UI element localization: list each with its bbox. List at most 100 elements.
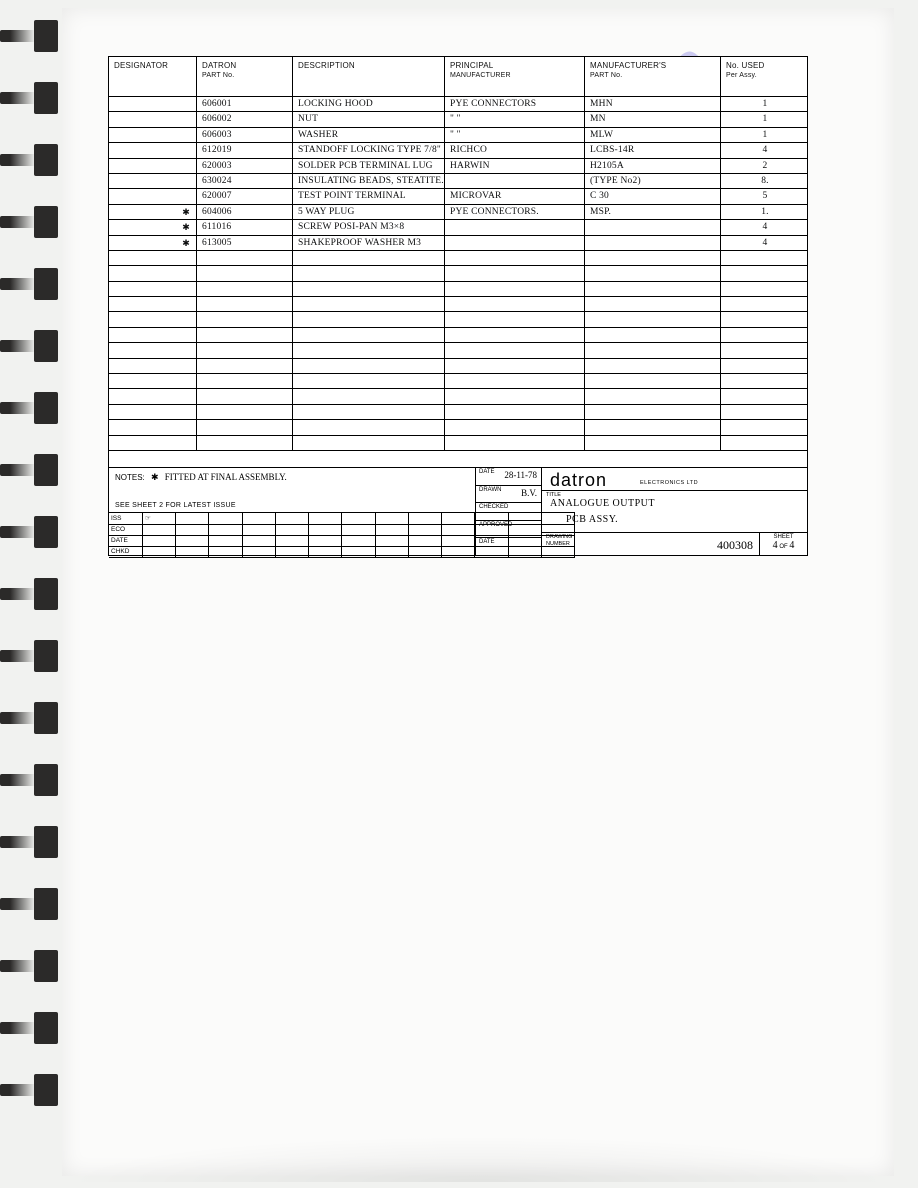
cell-part-no (197, 297, 293, 311)
cell-description: SOLDER PCB TERMINAL LUG (293, 159, 445, 173)
cell-part-no (197, 251, 293, 265)
cell-designator (109, 128, 197, 142)
cell-manufacturer: PYE CONNECTORS. (445, 205, 585, 219)
cell-mfr-part-no: C 30 (585, 189, 721, 203)
cell-description (293, 405, 445, 419)
cell-mfr-part-no: MHN (585, 97, 721, 111)
signature-column: DATE 28-11-78 DRAWN B.V. CHECKED APPROVE… (476, 468, 542, 556)
cell-mfr-part-no (585, 297, 721, 311)
sig-date-val: 28-11-78 (504, 470, 537, 480)
cell-designator (109, 282, 197, 296)
cell-qty: 1 (721, 97, 809, 111)
cell-manufacturer (445, 374, 585, 388)
cell-manufacturer: " " (445, 128, 585, 142)
cell-part-no: 611016 (197, 220, 293, 234)
cell-designator (109, 297, 197, 311)
cell-description (293, 389, 445, 403)
sig-date: DATE 28-11-78 (476, 468, 541, 486)
table-row (109, 312, 807, 327)
binding-tooth (34, 268, 58, 300)
cell-qty: 8. (721, 174, 809, 188)
cell-designator (109, 328, 197, 342)
table-row: ✱6040065 WAY PLUGPYE CONNECTORS.MSP.1. (109, 205, 807, 220)
cell-designator (109, 312, 197, 326)
cell-part-no: 620007 (197, 189, 293, 203)
cell-part-no (197, 282, 293, 296)
binding-tooth (34, 578, 58, 610)
cell-description (293, 420, 445, 434)
issue-cell (309, 546, 342, 558)
cell-mfr-part-no (585, 405, 721, 419)
issue-cell: CHKD (109, 546, 143, 558)
table-row: 606002NUT" "MN1 (109, 112, 807, 127)
table-header: DESIGNATORDATRONPART No.DESCRIPTIONPRINC… (109, 57, 807, 97)
cell-manufacturer (445, 328, 585, 342)
title-block-area: NOTES: ✱ FITTED AT FINAL ASSEMBLY. SEE S… (109, 467, 807, 555)
cell-mfr-part-no: MLW (585, 128, 721, 142)
cell-part-no: 630024 (197, 174, 293, 188)
cell-manufacturer (445, 174, 585, 188)
cell-designator (109, 359, 197, 373)
page-grime (62, 1136, 894, 1182)
cell-designator (109, 389, 197, 403)
cell-mfr-part-no (585, 312, 721, 326)
table-row: 620007TEST POINT TERMINALMICROVARC 305 (109, 189, 807, 204)
cell-mfr-part-no: MSP. (585, 205, 721, 219)
sheet-total: 4 (789, 540, 794, 551)
number-label: NUMBER (546, 541, 570, 547)
cell-description: INSULATING BEADS, STEATITE. (293, 174, 445, 188)
binding-tooth (34, 82, 58, 114)
column-header: DATRONPART No. (197, 57, 293, 96)
cell-qty: 4 (721, 143, 809, 157)
sheet-n: 4 (773, 540, 778, 551)
cell-qty (721, 405, 809, 419)
issue-cell (209, 546, 242, 558)
of-label: OF (779, 544, 787, 550)
brand: datron (550, 470, 607, 491)
cell-manufacturer (445, 297, 585, 311)
cell-qty (721, 312, 809, 326)
cell-manufacturer (445, 420, 585, 434)
parts-list-frame: DESIGNATORDATRONPART No.DESCRIPTIONPRINC… (108, 56, 808, 556)
cell-designator: ✱ (109, 220, 197, 234)
binding-tooth (34, 702, 58, 734)
cell-part-no (197, 343, 293, 357)
sig-checked: CHECKED (476, 503, 541, 521)
cell-part-no (197, 389, 293, 403)
cell-mfr-part-no (585, 389, 721, 403)
cell-mfr-part-no: LCBS-14R (585, 143, 721, 157)
cell-manufacturer (445, 220, 585, 234)
table-row (109, 359, 807, 374)
cell-description (293, 282, 445, 296)
cell-part-no (197, 312, 293, 326)
cell-designator (109, 97, 197, 111)
cell-mfr-part-no (585, 251, 721, 265)
issue-cell (143, 546, 176, 558)
cell-mfr-part-no (585, 282, 721, 296)
cell-qty (721, 266, 809, 280)
brand-sub: ELECTRONICS LTD (640, 480, 698, 486)
cell-part-no (197, 405, 293, 419)
binding-tooth (34, 764, 58, 796)
table-row (109, 266, 807, 281)
cell-description: WASHER (293, 128, 445, 142)
binding-tooth (34, 950, 58, 982)
cell-manufacturer (445, 266, 585, 280)
cell-mfr-part-no (585, 236, 721, 250)
table-row: ✱611016SCREW POSI-PAN M3×84 (109, 220, 807, 235)
sig-drawn-label: DRAWN (479, 487, 501, 493)
cell-qty (721, 251, 809, 265)
cell-designator (109, 420, 197, 434)
table-row (109, 343, 807, 358)
cell-manufacturer (445, 312, 585, 326)
cell-manufacturer (445, 236, 585, 250)
cell-qty: 1 (721, 112, 809, 126)
cell-qty (721, 374, 809, 388)
cell-mfr-part-no (585, 359, 721, 373)
cell-description (293, 374, 445, 388)
cell-part-no (197, 436, 293, 450)
comb-binding (0, 0, 70, 1188)
table-row: ✱613005SHAKEPROOF WASHER M34 (109, 236, 807, 251)
cell-designator (109, 112, 197, 126)
cell-manufacturer: RICHCO (445, 143, 585, 157)
